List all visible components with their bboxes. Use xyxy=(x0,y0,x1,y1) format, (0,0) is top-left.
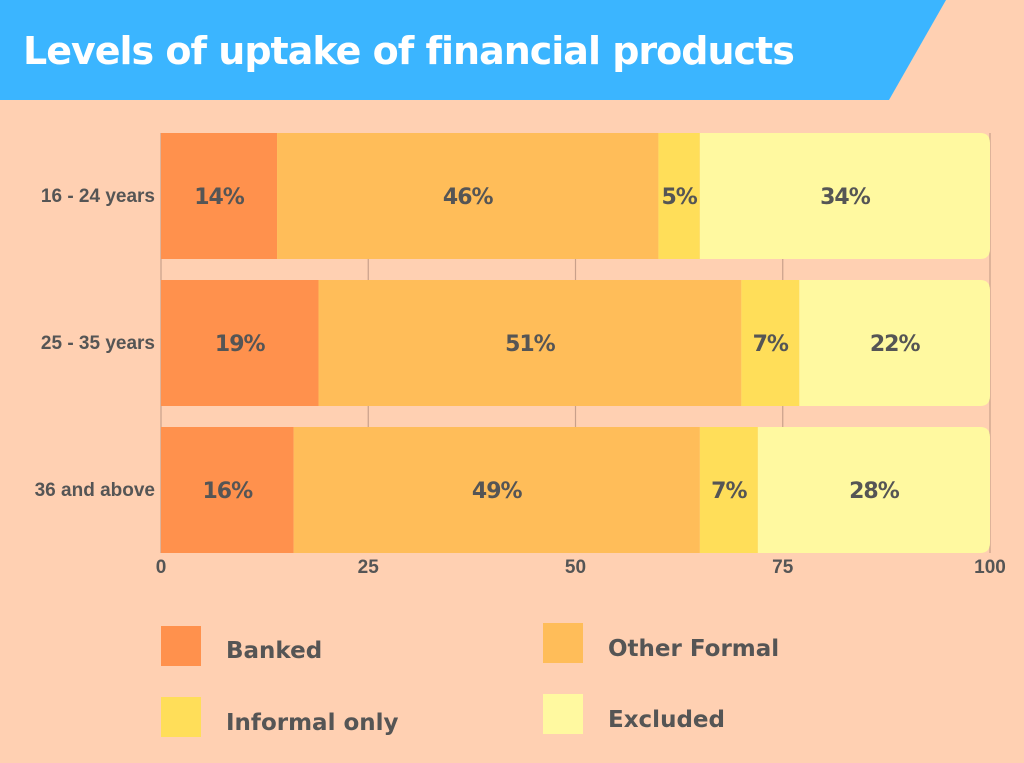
x-tick-label: 25 xyxy=(358,557,380,578)
legend-label: Informal only xyxy=(226,710,399,736)
bar-segment-informal-only xyxy=(741,280,800,406)
category-label: 16 - 24 years xyxy=(41,186,155,207)
category-label: 25 - 35 years xyxy=(41,333,155,354)
data-label: 7% xyxy=(753,332,789,357)
data-label: 28% xyxy=(849,479,900,504)
bar-segment-banked xyxy=(161,280,319,406)
data-label: 5% xyxy=(661,185,697,210)
title-banner xyxy=(0,0,946,100)
x-tick-label: 0 xyxy=(156,557,167,578)
legend-swatch xyxy=(543,623,583,663)
bar-segment-other-formal xyxy=(277,133,659,259)
data-label: 22% xyxy=(870,332,921,357)
x-tick-label: 50 xyxy=(565,557,586,578)
bar-segment-banked xyxy=(161,427,294,553)
data-label: 14% xyxy=(194,185,245,210)
data-label: 46% xyxy=(443,185,494,210)
bar-segment-other-formal xyxy=(318,280,742,406)
bar-segment-excluded xyxy=(799,280,990,406)
data-label: 19% xyxy=(215,332,266,357)
legend-label: Banked xyxy=(226,638,322,664)
data-label: 7% xyxy=(711,479,747,504)
bar-segment-excluded xyxy=(757,427,990,553)
x-tick-label: 75 xyxy=(772,557,794,578)
chart-title: Levels of uptake of financial products xyxy=(23,29,794,73)
data-label: 49% xyxy=(472,479,523,504)
data-label: 51% xyxy=(505,332,556,357)
data-label: 34% xyxy=(820,185,871,210)
x-tick-label: 100 xyxy=(974,557,1006,578)
legend-swatch xyxy=(161,626,201,666)
bar-segment-informal-only xyxy=(699,427,758,553)
category-label: 36 and above xyxy=(35,480,155,501)
bar-segment-other-formal xyxy=(293,427,700,553)
bar-segment-excluded xyxy=(699,133,990,259)
legend-label: Excluded xyxy=(608,707,725,733)
legend-label: Other Formal xyxy=(608,636,779,662)
bar-segment-informal-only xyxy=(658,133,700,259)
bar-segment-banked xyxy=(161,133,278,259)
data-label: 16% xyxy=(202,479,253,504)
legend-swatch xyxy=(161,697,201,737)
legend-swatch xyxy=(543,694,583,734)
